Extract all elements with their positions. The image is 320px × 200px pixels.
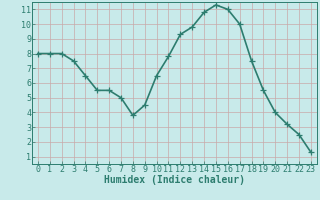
X-axis label: Humidex (Indice chaleur): Humidex (Indice chaleur)	[104, 175, 245, 185]
